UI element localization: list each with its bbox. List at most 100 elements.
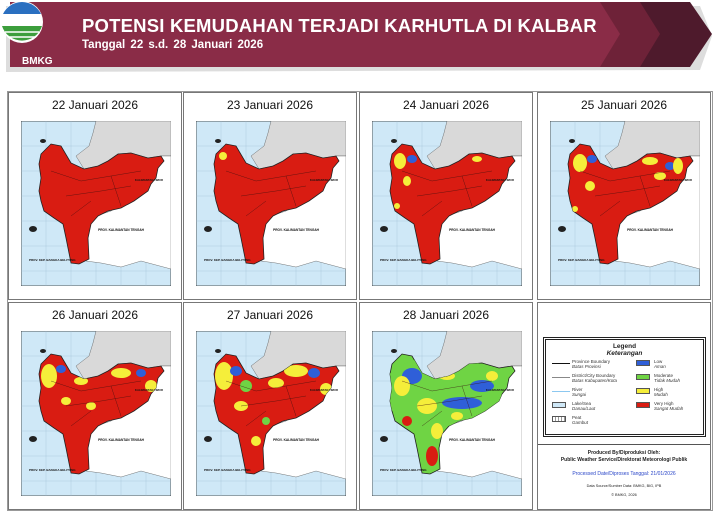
map-date-title: 25 Januari 2026 [580, 98, 668, 112]
risk-area [442, 397, 482, 409]
label-kalteng: PROV. KALIMANTAN TENGAH [98, 438, 145, 442]
legend-level: High Mudah [654, 387, 668, 397]
risk-area [431, 423, 443, 439]
risk-area [145, 380, 157, 392]
risk-area [486, 371, 498, 381]
label-kalteng: PROV. KALIMANTAN TENGAH [273, 438, 320, 442]
label-kalteng: PROV. KALIMANTAN TENGAH [98, 228, 145, 232]
risk-area [284, 365, 308, 377]
risk-area [407, 155, 417, 163]
map-date-title: 26 Januari 2026 [51, 308, 139, 322]
risk-area [665, 162, 675, 170]
map-date-title: 28 Januari 2026 [402, 308, 490, 322]
label-babel: PROV. KEP. BANGKA BELITUNG [204, 258, 251, 262]
risk-area [472, 156, 482, 162]
risk-area [426, 446, 438, 466]
label-babel: PROV. KEP. BANGKA BELITUNG [380, 258, 427, 262]
label-kaltim: KALIMANTAN TIMUR [486, 388, 514, 392]
kalbar-map: PROV. KALIMANTAN TENGAH PROV. KEP. BANGK… [21, 121, 171, 286]
risk-area [585, 181, 595, 191]
map-panel: 24 Januari 2026 PROV. KALIMANTAN TENGAH … [359, 92, 533, 300]
legend-line-symbol [552, 391, 570, 392]
kalbar-province [38, 143, 165, 265]
label-babel: PROV. KEP. BANGKA BELITUNG [29, 258, 76, 262]
risk-area [111, 368, 131, 378]
risk-area [642, 157, 658, 165]
label-kalteng: PROV. KALIMANTAN TENGAH [449, 438, 496, 442]
legend-level-swatch [636, 388, 650, 394]
page-title: POTENSI KEMUDAHAN TERJADI KARHUTLA DI KA… [82, 15, 597, 36]
kalbar-province [38, 353, 165, 475]
legend-subtitle: Keterangan [606, 350, 643, 357]
map-panel: 26 Januari 2026 PROV. KALIMANTAN TENGAH … [8, 302, 182, 510]
map-date-title: 23 Januari 2026 [226, 98, 314, 112]
risk-area [215, 362, 233, 390]
kalbar-province [389, 143, 516, 265]
risk-area [308, 368, 320, 378]
legend-title: Legend [612, 343, 637, 350]
map-grid: Legend Keterangan Province Boundary Batas… [7, 91, 713, 511]
risk-area [61, 397, 71, 405]
map-panel: 22 Januari 2026 PROV. KALIMANTAN TENGAH … [8, 92, 182, 300]
label-kalteng: PROV. KALIMANTAN TENGAH [449, 228, 496, 232]
kalbar-map: PROV. KALIMANTAN TENGAH PROV. KEP. BANGK… [21, 331, 171, 496]
risk-area [402, 416, 412, 426]
risk-area [86, 402, 96, 410]
legend-box: Legend Keterangan Province Boundary Batas… [543, 337, 706, 437]
risk-area [573, 154, 587, 172]
legend-item: Lake/Sea Danau/Laut [572, 401, 596, 411]
map-date-title: 27 Januari 2026 [226, 308, 314, 322]
legend-line-symbol [552, 377, 570, 378]
produced-by: Produced By/Diproduksi Oleh: [587, 450, 661, 456]
bmkg-logo [1, 1, 43, 43]
risk-area [394, 153, 406, 169]
risk-area [587, 155, 597, 163]
legend-level: Very High Sangat Mudah [654, 401, 684, 411]
map-date-title: 22 Januari 2026 [51, 98, 139, 112]
label-babel: PROV. KEP. BANGKA BELITUNG [380, 468, 427, 472]
risk-area [251, 436, 261, 446]
label-kaltim: KALIMANTAN TIMUR [135, 388, 163, 392]
data-source: Data Source/Sumber Data: BMKG, BIG, IPB [586, 484, 662, 488]
risk-area [230, 366, 242, 376]
risk-area [74, 377, 88, 385]
legend-lake-swatch [552, 402, 566, 408]
map-date-title: 24 Januari 2026 [402, 98, 490, 112]
label-kaltim: KALIMANTAN TIMUR [486, 178, 514, 182]
legend-level-swatch [636, 374, 650, 380]
label-kaltim: KALIMANTAN TIMUR [135, 178, 163, 182]
risk-area [417, 398, 437, 414]
legend-panel: Legend Keterangan Province Boundary Batas… [537, 302, 711, 510]
legend-level: Low Aman [654, 359, 666, 369]
map-panel: 27 Januari 2026 PROV. KALIMANTAN TENGAH … [183, 302, 357, 510]
risk-area [572, 206, 578, 212]
risk-area [268, 378, 284, 388]
label-kaltim: KALIMANTAN TIMUR [310, 178, 338, 182]
label-kaltim: KALIMANTAN TIMUR [664, 178, 692, 182]
producer: Public Weather Service/Direktorat Meteor… [560, 457, 688, 463]
risk-area [41, 364, 57, 388]
map-panel: 28 Januari 2026 PROV. KALIMANTAN TENGAH … [359, 302, 533, 510]
legend-line-symbol [552, 363, 570, 364]
risk-area [654, 172, 666, 180]
label-kalteng: PROV. KALIMANTAN TENGAH [273, 228, 320, 232]
label-kaltim: KALIMANTAN TIMUR [310, 388, 338, 392]
legend-item: River Sungai [572, 387, 587, 397]
risk-area [56, 365, 66, 373]
label-babel: PROV. KEP. BANGKA BELITUNG [204, 468, 251, 472]
kalbar-map: PROV. KALIMANTAN TENGAH PROV. KEP. BANGK… [196, 331, 346, 496]
kalbar-province [213, 143, 340, 265]
header-banner: BMKG POTENSI KEMUDAHAN TERJADI KARHUTLA … [0, 0, 720, 82]
legend-peat-swatch [552, 416, 566, 422]
legend-level-swatch [636, 360, 650, 366]
risk-area [219, 152, 227, 160]
risk-area [470, 380, 494, 392]
legend-item: Peat Gambut [572, 415, 589, 425]
kalbar-map: PROV. KALIMANTAN TENGAH PROV. KEP. BANGK… [372, 121, 522, 286]
risk-area [394, 376, 410, 396]
legend-item: Province Boundary Batas Provinsi [572, 359, 611, 369]
kalbar-map: PROV. KALIMANTAN TENGAH PROV. KEP. BANGK… [550, 121, 700, 286]
risk-area [451, 412, 463, 420]
kalbar-map: PROV. KALIMANTAN TENGAH PROV. KEP. BANGK… [196, 121, 346, 286]
legend-level-swatch [636, 402, 650, 408]
